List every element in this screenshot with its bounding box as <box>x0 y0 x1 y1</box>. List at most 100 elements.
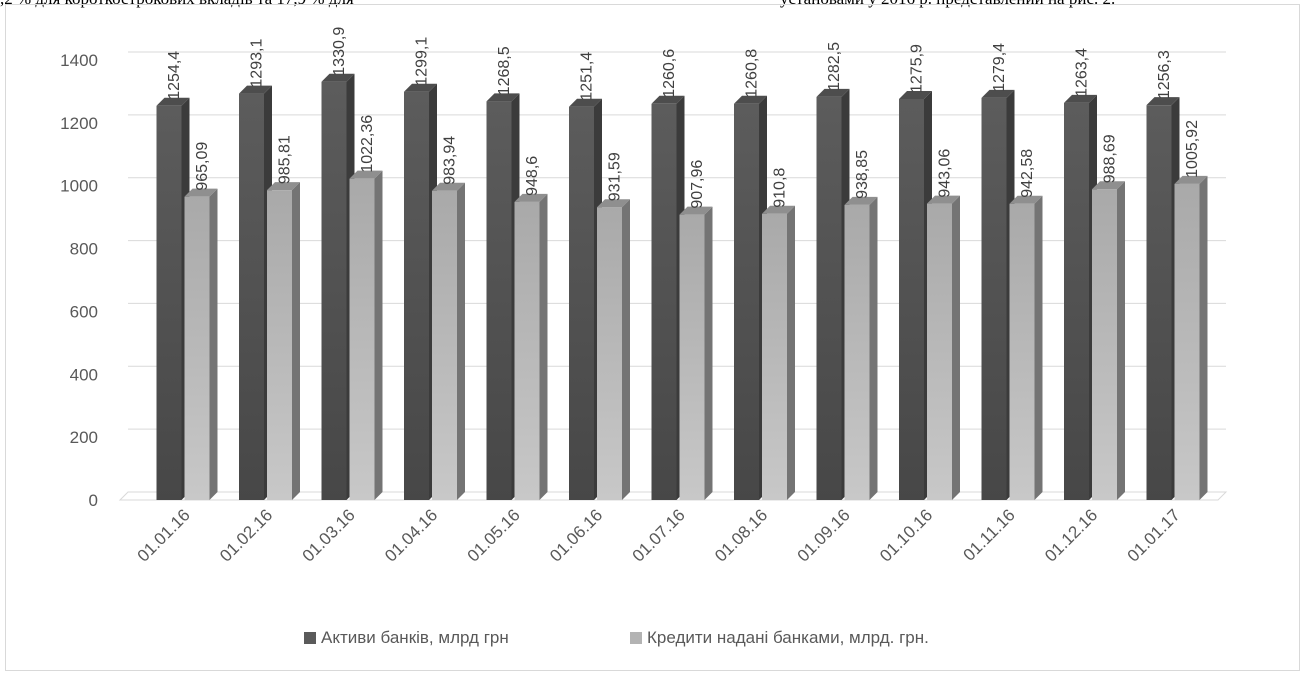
x-tick-label: 01.09.16 <box>794 505 854 565</box>
data-label: 1299,1 <box>414 37 431 86</box>
bar-side <box>1199 175 1208 501</box>
bar-top <box>404 83 437 92</box>
data-label: 988,69 <box>1102 134 1119 183</box>
bar-assets <box>569 98 602 501</box>
bar-credits <box>679 206 713 500</box>
x-tick-label: 01.11.16 <box>959 505 1018 564</box>
bar-top <box>981 89 1015 98</box>
bar-credits <box>597 199 630 500</box>
x-tick-label: 01.02.16 <box>216 505 276 565</box>
y-tick-label: 1400 <box>60 51 98 70</box>
data-label: 938,85 <box>854 150 871 199</box>
bar-side <box>209 188 218 500</box>
bar-front <box>1009 203 1035 501</box>
bar-front <box>651 103 677 500</box>
bar-front <box>762 213 787 500</box>
bar-credits <box>349 170 383 500</box>
data-label: 942,58 <box>1019 149 1036 198</box>
bar-front <box>734 103 759 501</box>
bar-credits <box>1174 175 1208 501</box>
bar-top <box>432 182 465 191</box>
bar-top <box>1146 97 1180 106</box>
x-tick-label: 01.12.16 <box>1041 505 1101 565</box>
bar-front <box>899 99 924 500</box>
bar-top <box>514 193 548 202</box>
bar-top <box>184 188 218 197</box>
legend-swatch <box>630 632 642 644</box>
x-tick-label: 01.05.16 <box>464 505 524 565</box>
bar-side <box>539 193 548 500</box>
bar-front <box>239 93 264 501</box>
y-tick-label: 400 <box>70 365 98 384</box>
bar-credits <box>1092 181 1125 500</box>
bar-front <box>1146 105 1172 501</box>
data-label: 931,59 <box>607 152 624 201</box>
data-label: 985,81 <box>277 135 294 184</box>
bar-front <box>404 91 429 500</box>
bars: 1254,4 965,09 1293,1 985,81 1330,9 1022,36 129… <box>156 27 1208 501</box>
bar-front <box>184 196 210 500</box>
data-label: 943,06 <box>937 149 954 198</box>
data-label: 1330,9 <box>331 27 348 76</box>
bar-front <box>514 201 540 500</box>
bar-top <box>762 205 795 214</box>
data-label: 1293,1 <box>249 39 266 88</box>
x-tick-label: 01.08.16 <box>711 505 771 565</box>
bar-front <box>486 101 512 500</box>
y-tick-label: 600 <box>70 302 98 321</box>
x-tick-label: 01.03.16 <box>299 505 359 565</box>
data-label: 910,8 <box>772 168 789 208</box>
bar-front <box>1092 189 1117 500</box>
y-tick-label: 0 <box>89 491 98 510</box>
data-label: 1275,9 <box>909 44 926 93</box>
bar-front <box>981 97 1007 500</box>
bar-top <box>267 182 300 191</box>
bar-credits <box>432 182 465 500</box>
data-label: 1282,5 <box>826 42 843 91</box>
data-label: 907,96 <box>689 160 706 209</box>
bar-side <box>622 199 630 500</box>
bar-side <box>1034 195 1043 501</box>
bar-front <box>1064 102 1089 500</box>
bar-side <box>704 206 713 500</box>
bar-side <box>292 182 300 500</box>
bar-front <box>321 81 347 501</box>
chart-frame <box>5 4 1300 671</box>
bar-top <box>1009 195 1043 204</box>
bar-top <box>927 195 960 204</box>
legend-swatch <box>304 632 316 644</box>
bar-side <box>952 195 960 500</box>
data-label: 1254,4 <box>166 51 183 100</box>
bar-side <box>787 205 795 500</box>
data-label: 1279,4 <box>991 43 1008 92</box>
data-label: 1256,3 <box>1156 50 1173 99</box>
bar-side <box>457 182 465 500</box>
bar-top <box>679 206 713 215</box>
x-tick-label: 01.06.16 <box>546 505 606 565</box>
legend-label: Активи банків, млрд грн <box>321 628 509 647</box>
data-label: 965,09 <box>194 142 211 191</box>
bar-top <box>569 98 602 107</box>
bar-credits <box>844 196 878 500</box>
bar-top <box>321 73 355 82</box>
bar-credits <box>762 205 795 500</box>
bar-side <box>1117 181 1125 500</box>
legend: Активи банків, млрд грн Кредити надані ба… <box>304 628 929 647</box>
bar-credits <box>1009 195 1043 501</box>
x-tick-label: 01.04.16 <box>381 505 441 565</box>
y-tick-label: 800 <box>70 240 98 259</box>
bar-credits <box>514 193 548 500</box>
bar-top <box>844 196 878 205</box>
bar-front <box>816 96 842 500</box>
bar-front <box>432 190 457 500</box>
x-tick-label: 01.10.16 <box>876 505 936 565</box>
bar-top <box>1092 181 1125 190</box>
bar-top <box>349 170 383 179</box>
bar-top <box>156 97 190 106</box>
y-tick-label: 1000 <box>60 177 98 196</box>
bar-front <box>844 204 870 500</box>
bar-top <box>1064 94 1097 103</box>
data-label: 983,94 <box>442 136 459 185</box>
x-tick-label: 01.07.16 <box>629 505 689 565</box>
data-label: 1251,4 <box>579 52 596 101</box>
